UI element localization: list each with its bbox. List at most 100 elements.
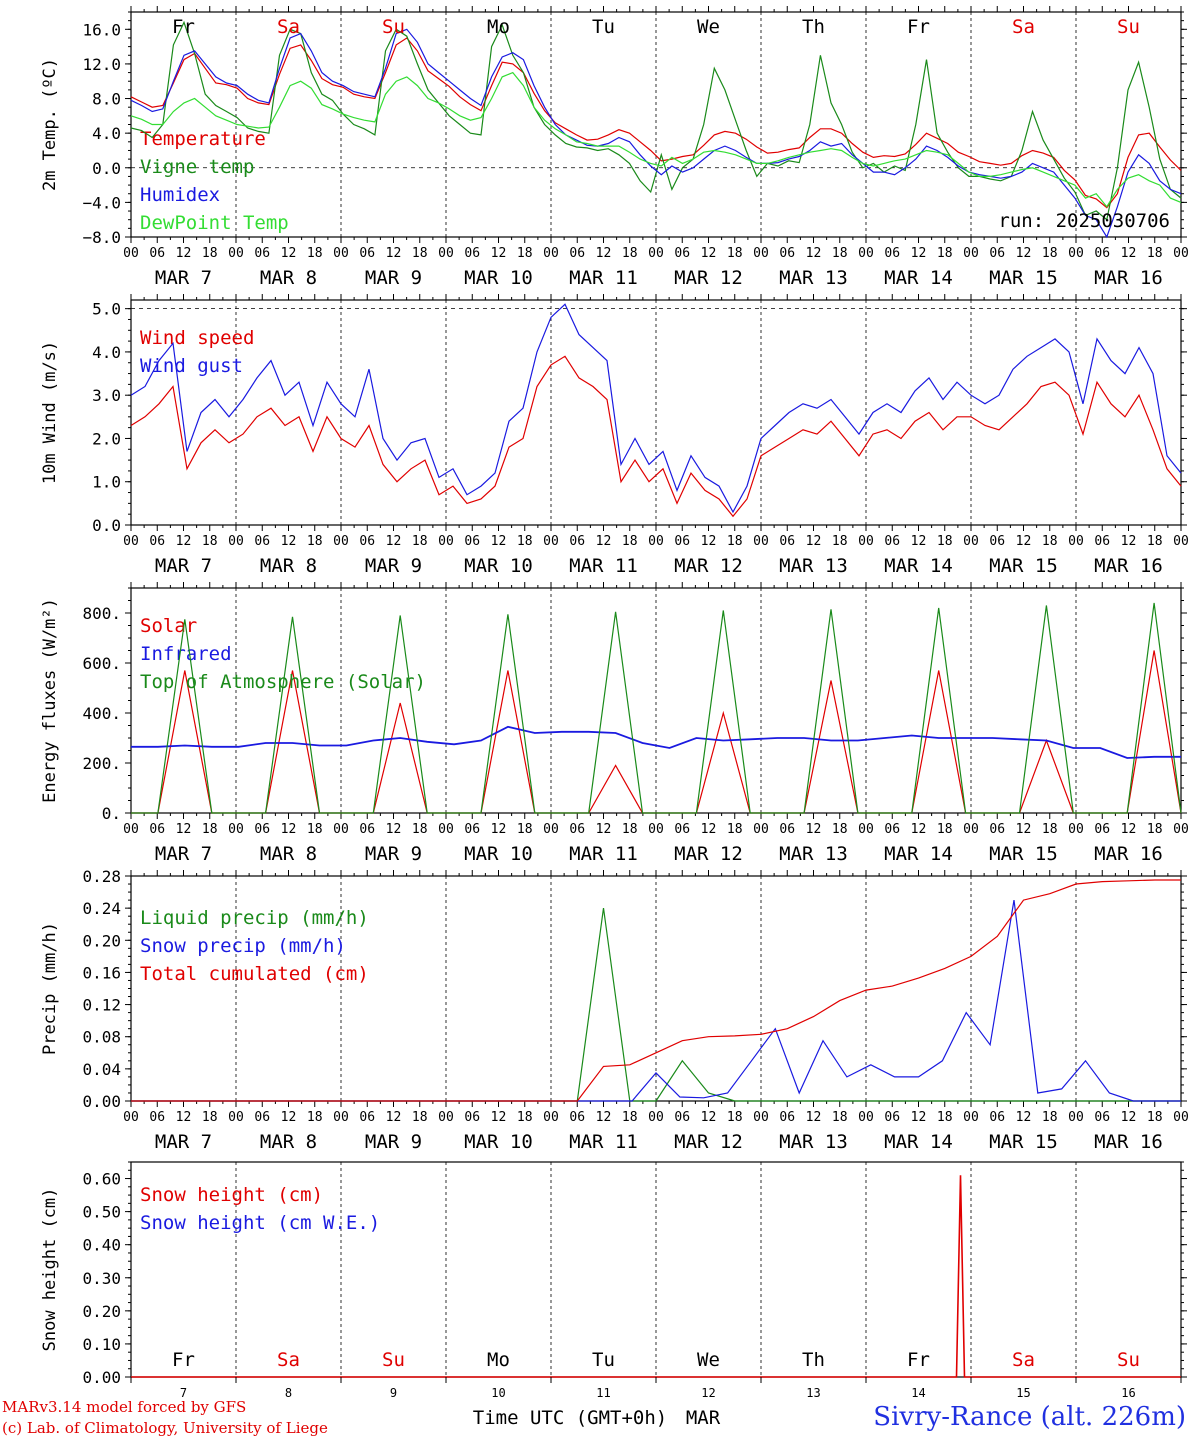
series-line-vigne-temp	[130, 20, 1182, 221]
hour-label: 00	[963, 246, 979, 261]
hour-label: 18	[1147, 1110, 1163, 1125]
hour-label: 00	[963, 1110, 979, 1125]
hour-label: 18	[727, 1110, 743, 1125]
legend-entry: Top of Atmosphere (Solar)	[140, 671, 426, 693]
legend-entry: Wind speed	[140, 327, 254, 349]
series-line-top-of-atmosphere-solar-	[131, 602, 1182, 814]
hour-label: 12	[596, 246, 612, 261]
weekday-label-top: Th	[802, 16, 825, 38]
weekday-label-top: Sa	[277, 16, 300, 38]
date-label: MAR 16	[1094, 1131, 1163, 1153]
hour-label: 00	[648, 534, 664, 549]
date-label: MAR 8	[260, 1131, 317, 1153]
hour-label: 12	[701, 534, 717, 549]
hour-label: 06	[779, 534, 795, 549]
hour-label: 00	[1068, 1110, 1084, 1125]
hour-label: 12	[1121, 822, 1137, 837]
y-tick-label: 0.40	[82, 1236, 121, 1255]
legend-entry: Liquid precip (mm/h)	[140, 907, 369, 929]
hour-label: 12	[386, 534, 402, 549]
hour-label: 06	[569, 1110, 585, 1125]
legend-entry: Humidex	[140, 184, 220, 206]
hour-label: 18	[202, 534, 218, 549]
hour-label: 12	[806, 534, 822, 549]
day-number-label: 15	[1016, 1386, 1030, 1400]
hour-label: 12	[1016, 534, 1032, 549]
plot-frame	[130, 11, 1182, 238]
hour-label: 12	[701, 1110, 717, 1125]
legend-entry: Wind gust	[140, 355, 243, 377]
hour-label: 12	[701, 246, 717, 261]
hour-label: 12	[596, 534, 612, 549]
y-tick-label: 0.60	[82, 1170, 121, 1189]
run-label: run: 2025030706	[998, 210, 1170, 232]
hour-label: 18	[832, 1110, 848, 1125]
date-label: MAR 10	[464, 843, 533, 865]
hour-label: 18	[517, 1110, 533, 1125]
weekday-label-bottom: We	[697, 1349, 720, 1371]
hour-label: 00	[858, 822, 874, 837]
hour-label: 00	[1068, 822, 1084, 837]
date-label: MAR 10	[464, 267, 533, 289]
weekday-label-bottom: Sa	[277, 1349, 300, 1371]
hour-label: 00	[333, 246, 349, 261]
weekday-label-top: Tu	[592, 16, 615, 38]
y-tick-label: 800.	[82, 604, 121, 623]
weekday-label-bottom: Fr	[172, 1349, 195, 1371]
hour-label: 06	[884, 534, 900, 549]
date-label: MAR 8	[260, 843, 317, 865]
date-label: MAR 14	[884, 1131, 953, 1153]
date-label: MAR 14	[884, 267, 953, 289]
hour-label: 12	[1121, 1110, 1137, 1125]
weekday-label-top: Mo	[487, 16, 510, 38]
hour-label: 06	[779, 246, 795, 261]
hour-label: 18	[937, 822, 953, 837]
hour-label: 00	[438, 1110, 454, 1125]
y-tick-label: 0.24	[82, 899, 121, 918]
date-label: MAR 9	[365, 1131, 422, 1153]
weekday-label-bottom: Fr	[907, 1349, 930, 1371]
hour-label: 00	[543, 1110, 559, 1125]
hour-label: 06	[254, 1110, 270, 1125]
series-line-total-cumulated-cm-	[131, 879, 1181, 1102]
hour-label: 12	[1016, 246, 1032, 261]
day-number-label: 16	[1121, 1386, 1135, 1400]
y-axis-label: Snow height (cm)	[40, 1188, 60, 1352]
legend-entry: Snow precip (mm/h)	[140, 935, 346, 957]
series-line-wind-gust	[130, 303, 1182, 514]
hour-label: 06	[359, 1110, 375, 1125]
hour-label: 18	[622, 1110, 638, 1125]
hour-label: 12	[491, 246, 507, 261]
y-tick-label: 5.0	[92, 300, 121, 319]
credit-line-1: MARv3.14 model forced by GFS	[2, 1398, 247, 1416]
hour-label: 00	[438, 246, 454, 261]
hour-label: 12	[1016, 1110, 1032, 1125]
hour-label: 00	[228, 246, 244, 261]
date-label: MAR 8	[260, 267, 317, 289]
date-label: MAR 12	[674, 843, 743, 865]
y-tick-label: 0.20	[82, 1302, 121, 1321]
weekday-label-bottom: Su	[382, 1349, 405, 1371]
y-tick-label: 3.0	[92, 386, 121, 405]
hour-label: 18	[937, 534, 953, 549]
hour-label: 00	[333, 822, 349, 837]
date-label: MAR 13	[779, 555, 848, 577]
weekday-label-bottom: Tu	[592, 1349, 615, 1371]
hour-label: 18	[1042, 822, 1058, 837]
hour-label: 18	[1147, 534, 1163, 549]
hour-label: 06	[884, 246, 900, 261]
date-label: MAR 15	[989, 555, 1058, 577]
series-line-infrared	[131, 725, 1181, 759]
legend-entry: Snow height (cm W.E.)	[140, 1212, 380, 1234]
hour-label: 12	[911, 1110, 927, 1125]
hour-label: 12	[596, 822, 612, 837]
hour-label: 06	[359, 534, 375, 549]
date-label: MAR 13	[779, 843, 848, 865]
date-label: MAR 7	[155, 843, 212, 865]
hour-label: 12	[281, 1110, 297, 1125]
credit-line-2: (c) Lab. of Climatology, University of L…	[2, 1419, 328, 1437]
hour-label: 06	[674, 246, 690, 261]
hour-label: 18	[307, 534, 323, 549]
date-label: MAR 15	[989, 267, 1058, 289]
hour-label: 00	[123, 534, 139, 549]
